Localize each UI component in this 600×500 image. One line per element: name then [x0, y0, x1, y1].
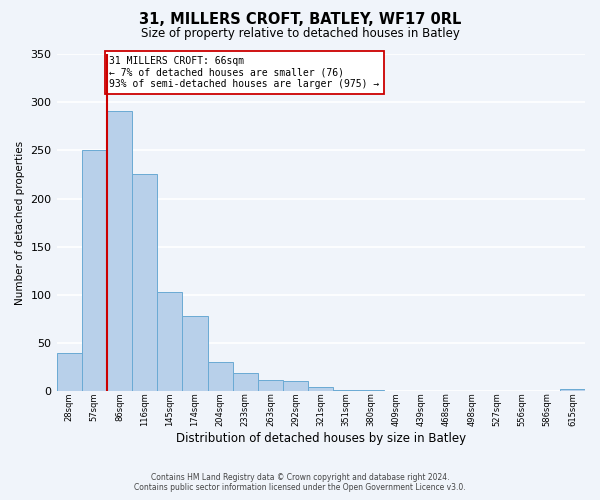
- Bar: [208, 362, 233, 391]
- Bar: [334, 390, 359, 391]
- Text: Size of property relative to detached houses in Batley: Size of property relative to detached ho…: [140, 28, 460, 40]
- Bar: [233, 373, 258, 391]
- Bar: [107, 111, 132, 391]
- Bar: [157, 292, 182, 391]
- Y-axis label: Number of detached properties: Number of detached properties: [15, 140, 25, 304]
- Text: 31 MILLERS CROFT: 66sqm
← 7% of detached houses are smaller (76)
93% of semi-det: 31 MILLERS CROFT: 66sqm ← 7% of detached…: [109, 56, 380, 89]
- Bar: [132, 174, 157, 391]
- Bar: [258, 380, 283, 391]
- Bar: [560, 390, 585, 391]
- Bar: [182, 316, 208, 391]
- Bar: [308, 388, 334, 391]
- Bar: [56, 352, 82, 391]
- Bar: [359, 390, 383, 391]
- Bar: [82, 150, 107, 391]
- Bar: [283, 380, 308, 391]
- Text: 31, MILLERS CROFT, BATLEY, WF17 0RL: 31, MILLERS CROFT, BATLEY, WF17 0RL: [139, 12, 461, 28]
- Text: Contains HM Land Registry data © Crown copyright and database right 2024.
Contai: Contains HM Land Registry data © Crown c…: [134, 473, 466, 492]
- X-axis label: Distribution of detached houses by size in Batley: Distribution of detached houses by size …: [176, 432, 466, 445]
